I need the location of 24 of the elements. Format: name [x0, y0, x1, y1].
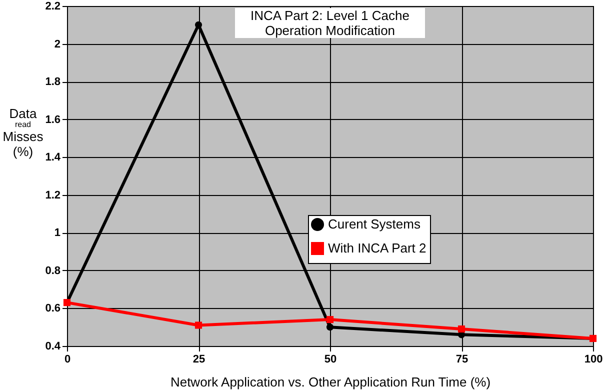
point	[194, 21, 202, 28]
y-tick-label: 2	[54, 38, 60, 50]
y-tick-label: 1.8	[45, 76, 60, 88]
x-tick-label: 75	[456, 354, 468, 366]
y-tick-label: 0.4	[45, 340, 62, 352]
y-tick-label: 2.2	[45, 0, 60, 12]
point	[458, 325, 466, 333]
y-tick-label: 1.6	[45, 114, 60, 126]
legend-label: With INCA Part 2	[328, 240, 426, 256]
text: INCA Part 2: Level 1 Cache Operation Modification	[235, 8, 425, 38]
x-tick-label: 25	[192, 354, 206, 366]
y-tick-label: 1.4	[45, 152, 62, 164]
legend-label: Curent Systems	[328, 216, 421, 232]
y-tick-label: 0.8	[45, 264, 60, 277]
x-axis-title: Network Application vs. Other Application Run Time (%)	[170, 374, 491, 390]
y-tick-label: 1	[54, 227, 60, 240]
x-tick-label: 0	[64, 354, 71, 366]
point	[194, 322, 202, 329]
point	[326, 324, 334, 331]
y-tick-label: 0.6	[45, 302, 60, 315]
point	[326, 316, 334, 324]
x-tick-label: 50	[324, 354, 337, 366]
y-tick-label: 1.2	[45, 189, 60, 202]
x-tick-label: 100	[584, 354, 603, 366]
